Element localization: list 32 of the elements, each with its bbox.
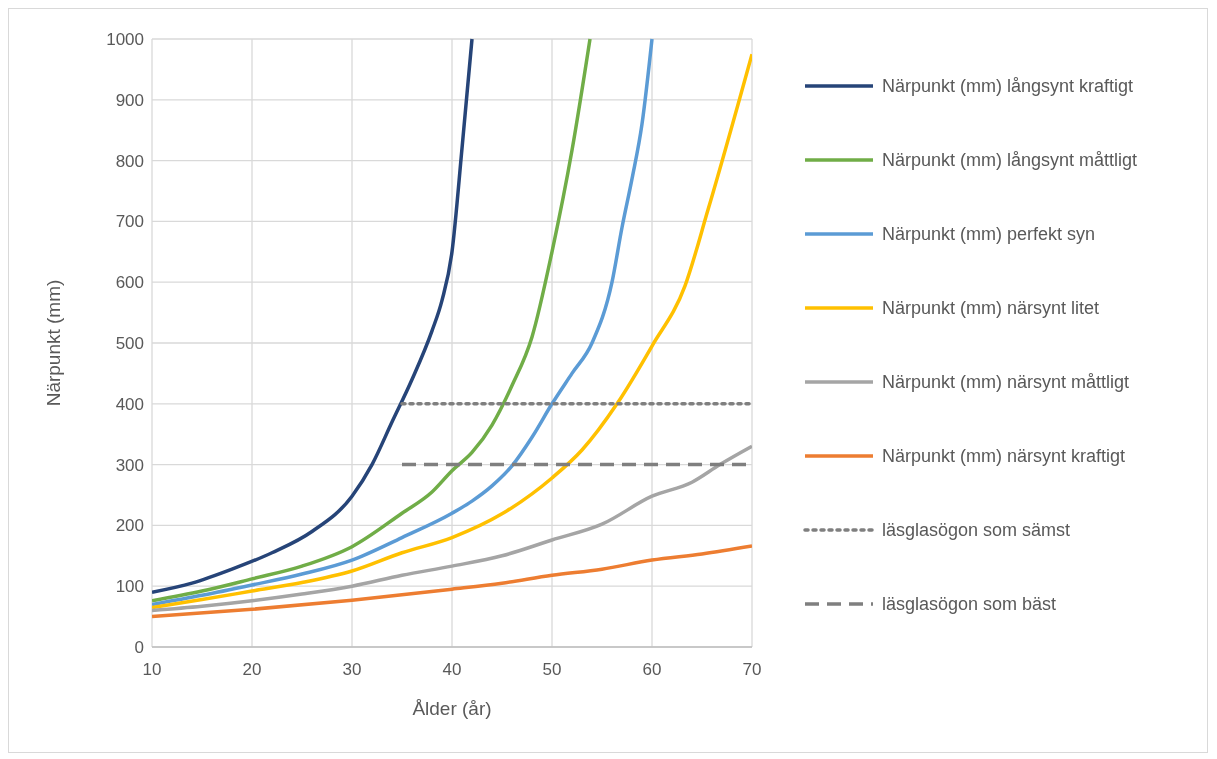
y-tick-label: 600: [115, 273, 144, 293]
line-series: [152, 37, 474, 595]
y-tick-label: 300: [115, 455, 144, 475]
y-tick-label: 700: [115, 212, 144, 232]
legend-label: Närpunkt (mm) långsynt måttligt: [882, 150, 1138, 171]
y-tick-label: 900: [115, 90, 144, 110]
y-tick-label: 100: [115, 577, 144, 597]
x-tick-label: 70: [742, 660, 762, 679]
y-tick-label: 500: [115, 333, 144, 353]
y-axis-title: Närpunkt (mm): [43, 279, 64, 407]
line-series: [152, 444, 752, 613]
line-series: [152, 52, 752, 610]
x-axis-title: Ålder (år): [412, 698, 492, 719]
x-tick-label: 50: [542, 660, 562, 679]
x-tick-label: 20: [242, 660, 262, 679]
y-tick-label: 1000: [106, 29, 144, 49]
x-tick-label: 10: [142, 660, 162, 679]
legend-label: läsglasögon som bäst: [882, 594, 1057, 615]
y-tick-label: 0: [134, 637, 144, 657]
x-tick-label: 40: [442, 660, 462, 679]
legend-label: Närpunkt (mm) perfekt syn: [882, 224, 1096, 245]
legend-label: Närpunkt (mm) närsynt litet: [882, 298, 1100, 319]
x-tick-label: 30: [342, 660, 362, 679]
y-tick-label: 800: [115, 151, 144, 171]
legend-label: läsglasögon som sämst: [882, 520, 1071, 541]
line-series: [152, 544, 752, 619]
legend-label: Närpunkt (mm) långsynt kraftigt: [882, 76, 1134, 97]
x-tick-label: 60: [642, 660, 662, 679]
y-tick-label: 200: [115, 516, 144, 536]
legend-label: Närpunkt (mm) närsynt kraftigt: [882, 446, 1126, 467]
legend-label: Närpunkt (mm) närsynt måttligt: [882, 372, 1130, 393]
y-tick-label: 400: [115, 394, 144, 414]
